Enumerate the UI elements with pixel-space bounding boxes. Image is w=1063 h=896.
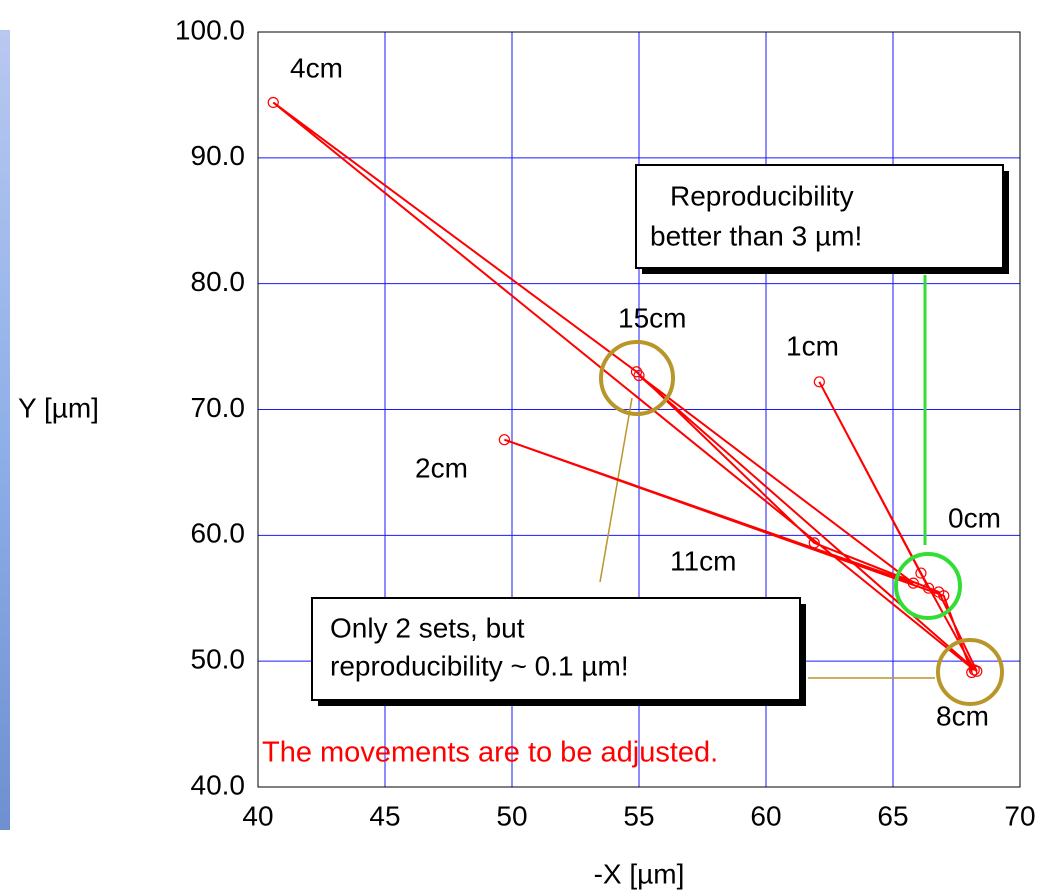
y-tick-label: 40.0 <box>191 769 246 800</box>
y-axis-label: Y [µm] <box>18 392 99 423</box>
highlight-circle <box>936 638 1004 706</box>
series <box>267 96 983 679</box>
callout-text: better than 3 µm! <box>650 220 862 251</box>
data-point <box>633 369 645 382</box>
point-label: 0cm <box>948 502 1001 533</box>
callout-box <box>311 597 801 701</box>
data-point <box>971 665 983 677</box>
x-tick-label: 60 <box>750 800 781 831</box>
y-tick-label: 70.0 <box>191 392 246 423</box>
data-point <box>966 666 978 679</box>
callout-text: Only 2 sets, but <box>330 612 525 643</box>
x-tick-label: 50 <box>496 800 527 831</box>
x-axis-label: -X [µm] <box>594 858 685 889</box>
x-tick-label: 45 <box>369 800 400 831</box>
data-point <box>498 434 510 446</box>
slide-edge <box>0 30 10 830</box>
data-point <box>267 96 279 109</box>
data-point <box>808 537 820 549</box>
plot-frame <box>257 31 1021 788</box>
y-tick-label: 100.0 <box>175 14 245 45</box>
callout-box <box>635 164 1004 269</box>
highlight-circle <box>599 340 675 416</box>
callout-text: Reproducibility <box>670 180 854 211</box>
note: The movements are to be adjusted. <box>262 737 718 769</box>
point-label: 2cm <box>415 452 468 483</box>
x-tick-label: 40 <box>242 800 273 831</box>
x-tick-label: 55 <box>623 800 654 831</box>
y-tick-label: 50.0 <box>191 644 246 675</box>
y-tick-label: 80.0 <box>191 266 246 297</box>
data-point <box>813 376 825 388</box>
x-tick-label: 65 <box>877 800 908 831</box>
x-tick-label: 70 <box>1004 800 1035 831</box>
point-label: 4cm <box>290 52 343 83</box>
y-tick-label: 60.0 <box>191 518 246 549</box>
series-line <box>272 101 978 673</box>
callout-line <box>599 397 633 583</box>
point-label: 11cm <box>670 545 736 576</box>
highlight-circle <box>894 552 962 620</box>
data-point <box>915 567 927 579</box>
data-point <box>907 577 919 589</box>
point-label: 1cm <box>786 330 839 361</box>
data-point <box>938 590 950 602</box>
callout-text: reproducibility ~ 0.1 µm! <box>330 650 629 681</box>
point-label: 8cm <box>936 700 989 731</box>
y-tick-label: 90.0 <box>191 140 246 171</box>
data-point <box>922 582 935 594</box>
point-label: 15cm <box>618 302 686 333</box>
